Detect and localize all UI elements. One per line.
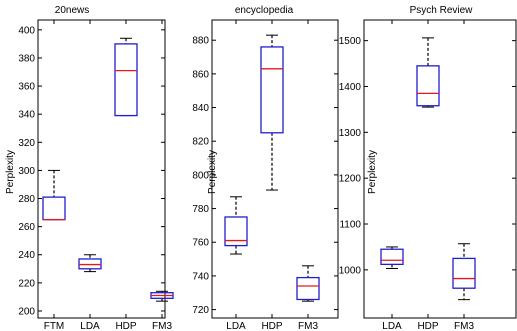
y-tick-label: 860 [192, 69, 209, 80]
plot-frame [37, 19, 166, 319]
y-ticks: 200 220 240 260 280 300 320 340 360 380 400 [18, 25, 165, 317]
y-tick-label: 760 [192, 238, 209, 249]
x-ticks: LDA HDP FM3 [382, 20, 474, 331]
y-axis-label: Perplexity [367, 150, 378, 194]
box-hdp [260, 46, 284, 134]
y-tick-label: 340 [18, 110, 35, 121]
y-tick-label: 360 [18, 82, 35, 93]
y-ticks: 1000 1100 1200 1300 1400 1500 [339, 36, 516, 276]
y-tick-label: 800 [192, 170, 209, 181]
y-tick-label: 200 [18, 306, 35, 317]
y-tick-label: 380 [18, 53, 35, 64]
box-hdp [114, 43, 138, 117]
y-tick-label: 240 [18, 250, 35, 261]
panel-title: encyclopedia [235, 5, 294, 16]
panel-20news: 20news Perplexity 200 220 240 260 280 300 320 3… [5, 5, 174, 331]
x-tick-label: LDA [382, 321, 402, 331]
box-fm3 [452, 257, 476, 289]
panel-psych-review: Psych Review Perplexity 1000 1100 1200 1300… [339, 5, 517, 331]
x-tick-label: FM3 [454, 321, 474, 331]
panel-title: Psych Review [410, 5, 474, 16]
y-tick-label: 1200 [339, 174, 362, 185]
x-tick-label: FM3 [152, 321, 172, 331]
y-tick-label: 280 [18, 194, 35, 205]
plot-frame [211, 19, 339, 319]
y-tick-label: 320 [18, 138, 35, 149]
y-tick-label: 840 [192, 103, 209, 114]
x-tick-label: FTM [44, 321, 65, 331]
x-ticks: LDA HDP FM3 [226, 20, 318, 331]
panel-title: 20news [55, 5, 89, 16]
y-tick-label: 1500 [339, 36, 362, 47]
y-axis-label: Perplexity [5, 150, 16, 194]
y-tick-label: 1100 [339, 220, 361, 231]
y-tick-label: 300 [18, 166, 35, 177]
plot-frame [363, 19, 517, 319]
x-tick-label: HDP [115, 321, 136, 331]
y-tick-label: 1400 [339, 82, 362, 93]
x-tick-label: LDA [80, 321, 100, 331]
box-ftm [42, 196, 66, 221]
y-tick-label: 1300 [339, 128, 362, 139]
boxes [42, 37, 174, 302]
y-tick-label: 1000 [339, 265, 362, 276]
y-tick-label: 740 [192, 271, 209, 282]
y-tick-label: 260 [18, 222, 35, 233]
x-tick-label: FM3 [298, 321, 318, 331]
box-lda [78, 258, 102, 270]
panel-encyclopedia: encyclopedia Perplexity 7207407607808008… [192, 5, 339, 331]
box-lda [224, 216, 248, 247]
x-tick-label: HDP [261, 321, 282, 331]
y-tick-label: 820 [192, 137, 209, 148]
box-hdp [416, 65, 440, 107]
y-tick-label: 220 [18, 278, 35, 289]
box-fm3 [296, 276, 320, 301]
box-lda [380, 248, 404, 266]
y-tick-label: 720 [192, 305, 209, 316]
y-tick-label: 400 [18, 25, 35, 36]
x-ticks: FTM LDA HDP FM3 [44, 20, 172, 331]
y-tick-label: 780 [192, 204, 209, 215]
boxes [224, 34, 320, 302]
x-tick-label: HDP [417, 321, 438, 331]
boxes [380, 37, 476, 301]
y-ticks: 720 740 760 780 800 820 840 860 880 [192, 36, 338, 316]
y-tick-label: 880 [192, 36, 209, 47]
x-tick-label: LDA [226, 321, 246, 331]
